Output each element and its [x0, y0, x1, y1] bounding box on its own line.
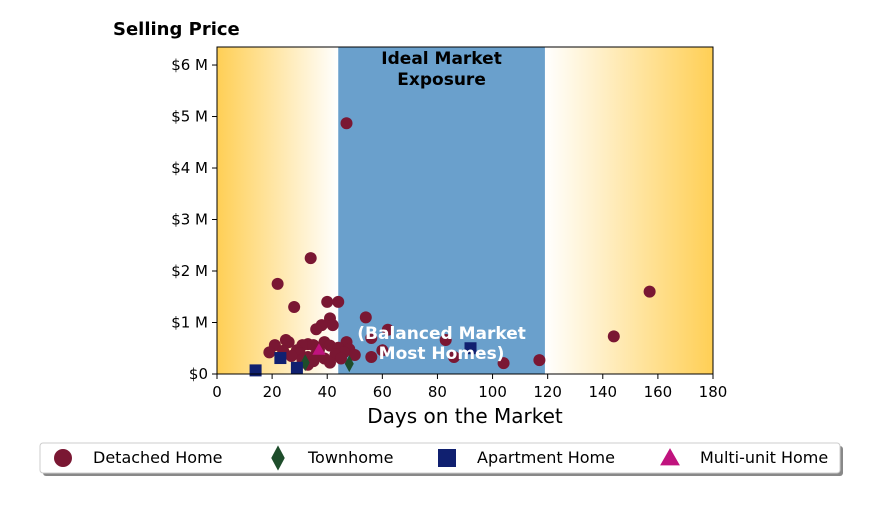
legend-townhome-label: Townhome — [307, 448, 393, 467]
detached-home-point — [607, 330, 620, 343]
townhome-point — [344, 355, 354, 373]
x-axis: 0 20 40 60 80 100 120 140 160 180 — [212, 374, 727, 401]
detached-home-point — [365, 351, 378, 364]
x-tick-label: 80 — [428, 383, 447, 401]
legend-apartment-home-icon — [438, 449, 456, 467]
detached-home-point — [304, 252, 317, 265]
multi-unit-home-point — [312, 343, 326, 355]
x-tick-label: 20 — [263, 383, 282, 401]
detached-home-point — [643, 285, 656, 298]
detached-home-point — [340, 117, 353, 130]
detached-home-point — [285, 349, 298, 362]
detached-home-point — [321, 295, 334, 308]
y-axis: $0 $1 M $2 M $3 M $4 M $5 M $6 M — [171, 56, 217, 383]
legend-townhome-icon — [271, 445, 285, 471]
annotation-balanced-line1: (Balanced Market — [357, 324, 526, 344]
y-tick-label: $1 M — [171, 314, 208, 332]
x-tick-label: 40 — [318, 383, 337, 401]
y-tick-label: $3 M — [171, 211, 208, 229]
detached-home-point — [348, 348, 361, 361]
x-tick-label: 180 — [699, 383, 728, 401]
legend-apartment-home-label: Apartment Home — [477, 448, 615, 467]
y-tick-label: $6 M — [171, 56, 208, 74]
legend-multi-unit-home-icon — [660, 448, 680, 466]
apartment-home-point — [290, 361, 303, 374]
townhome-point — [300, 354, 310, 372]
y-tick-label: $4 M — [171, 159, 208, 177]
detached-home-point — [332, 295, 345, 308]
apartment-home-point — [274, 352, 287, 365]
x-tick-label: 140 — [588, 383, 617, 401]
legend-multi-unit-home-label: Multi-unit Home — [700, 448, 828, 467]
detached-home-point — [359, 311, 372, 324]
y-axis-title: Selling Price — [113, 19, 240, 40]
annotation-ideal-line2: Exposure — [397, 70, 486, 90]
detached-home-point — [323, 356, 336, 369]
legend: Detached Home Townhome Apartment Home Multi… — [39, 442, 843, 476]
legend-detached-home-icon — [54, 449, 72, 467]
x-tick-label: 100 — [478, 383, 507, 401]
x-tick-label: 160 — [644, 383, 673, 401]
right-gradient-band — [544, 47, 713, 374]
data-points — [249, 117, 656, 377]
detached-home-point — [263, 346, 276, 359]
detached-home-point — [282, 336, 295, 349]
detached-home-point — [271, 277, 284, 290]
left-gradient-band — [217, 47, 339, 374]
detached-home-point — [533, 354, 546, 367]
detached-home-point — [381, 323, 394, 336]
detached-home-point — [447, 351, 460, 364]
apartment-home-point — [464, 342, 477, 355]
detached-home-point — [439, 334, 452, 347]
y-tick-label: $0 — [189, 365, 208, 383]
y-tick-label: $2 M — [171, 262, 208, 280]
x-tick-label: 120 — [533, 383, 562, 401]
plot-frame — [216, 46, 714, 375]
detached-home-point — [365, 331, 378, 344]
apartment-home-point — [249, 364, 262, 377]
detached-home-point — [326, 319, 339, 332]
detached-home-point — [310, 323, 323, 336]
x-axis-title: Days on the Market — [367, 404, 563, 428]
y-tick-label: $5 M — [171, 108, 208, 126]
x-tick-label: 0 — [212, 383, 222, 401]
x-tick-label: 60 — [373, 383, 392, 401]
detached-home-point — [376, 344, 389, 357]
detached-home-point — [497, 357, 510, 370]
balanced-market-band — [338, 47, 545, 374]
annotation-ideal-line1: Ideal Market — [381, 49, 502, 69]
detached-home-point — [335, 352, 347, 365]
legend-detached-home-label: Detached Home — [93, 448, 223, 467]
detached-home-point — [288, 301, 301, 314]
annotation-balanced-line2: Most Homes) — [379, 344, 505, 364]
plot-area: Ideal Market Exposure (Balanced Market M… — [216, 46, 714, 377]
